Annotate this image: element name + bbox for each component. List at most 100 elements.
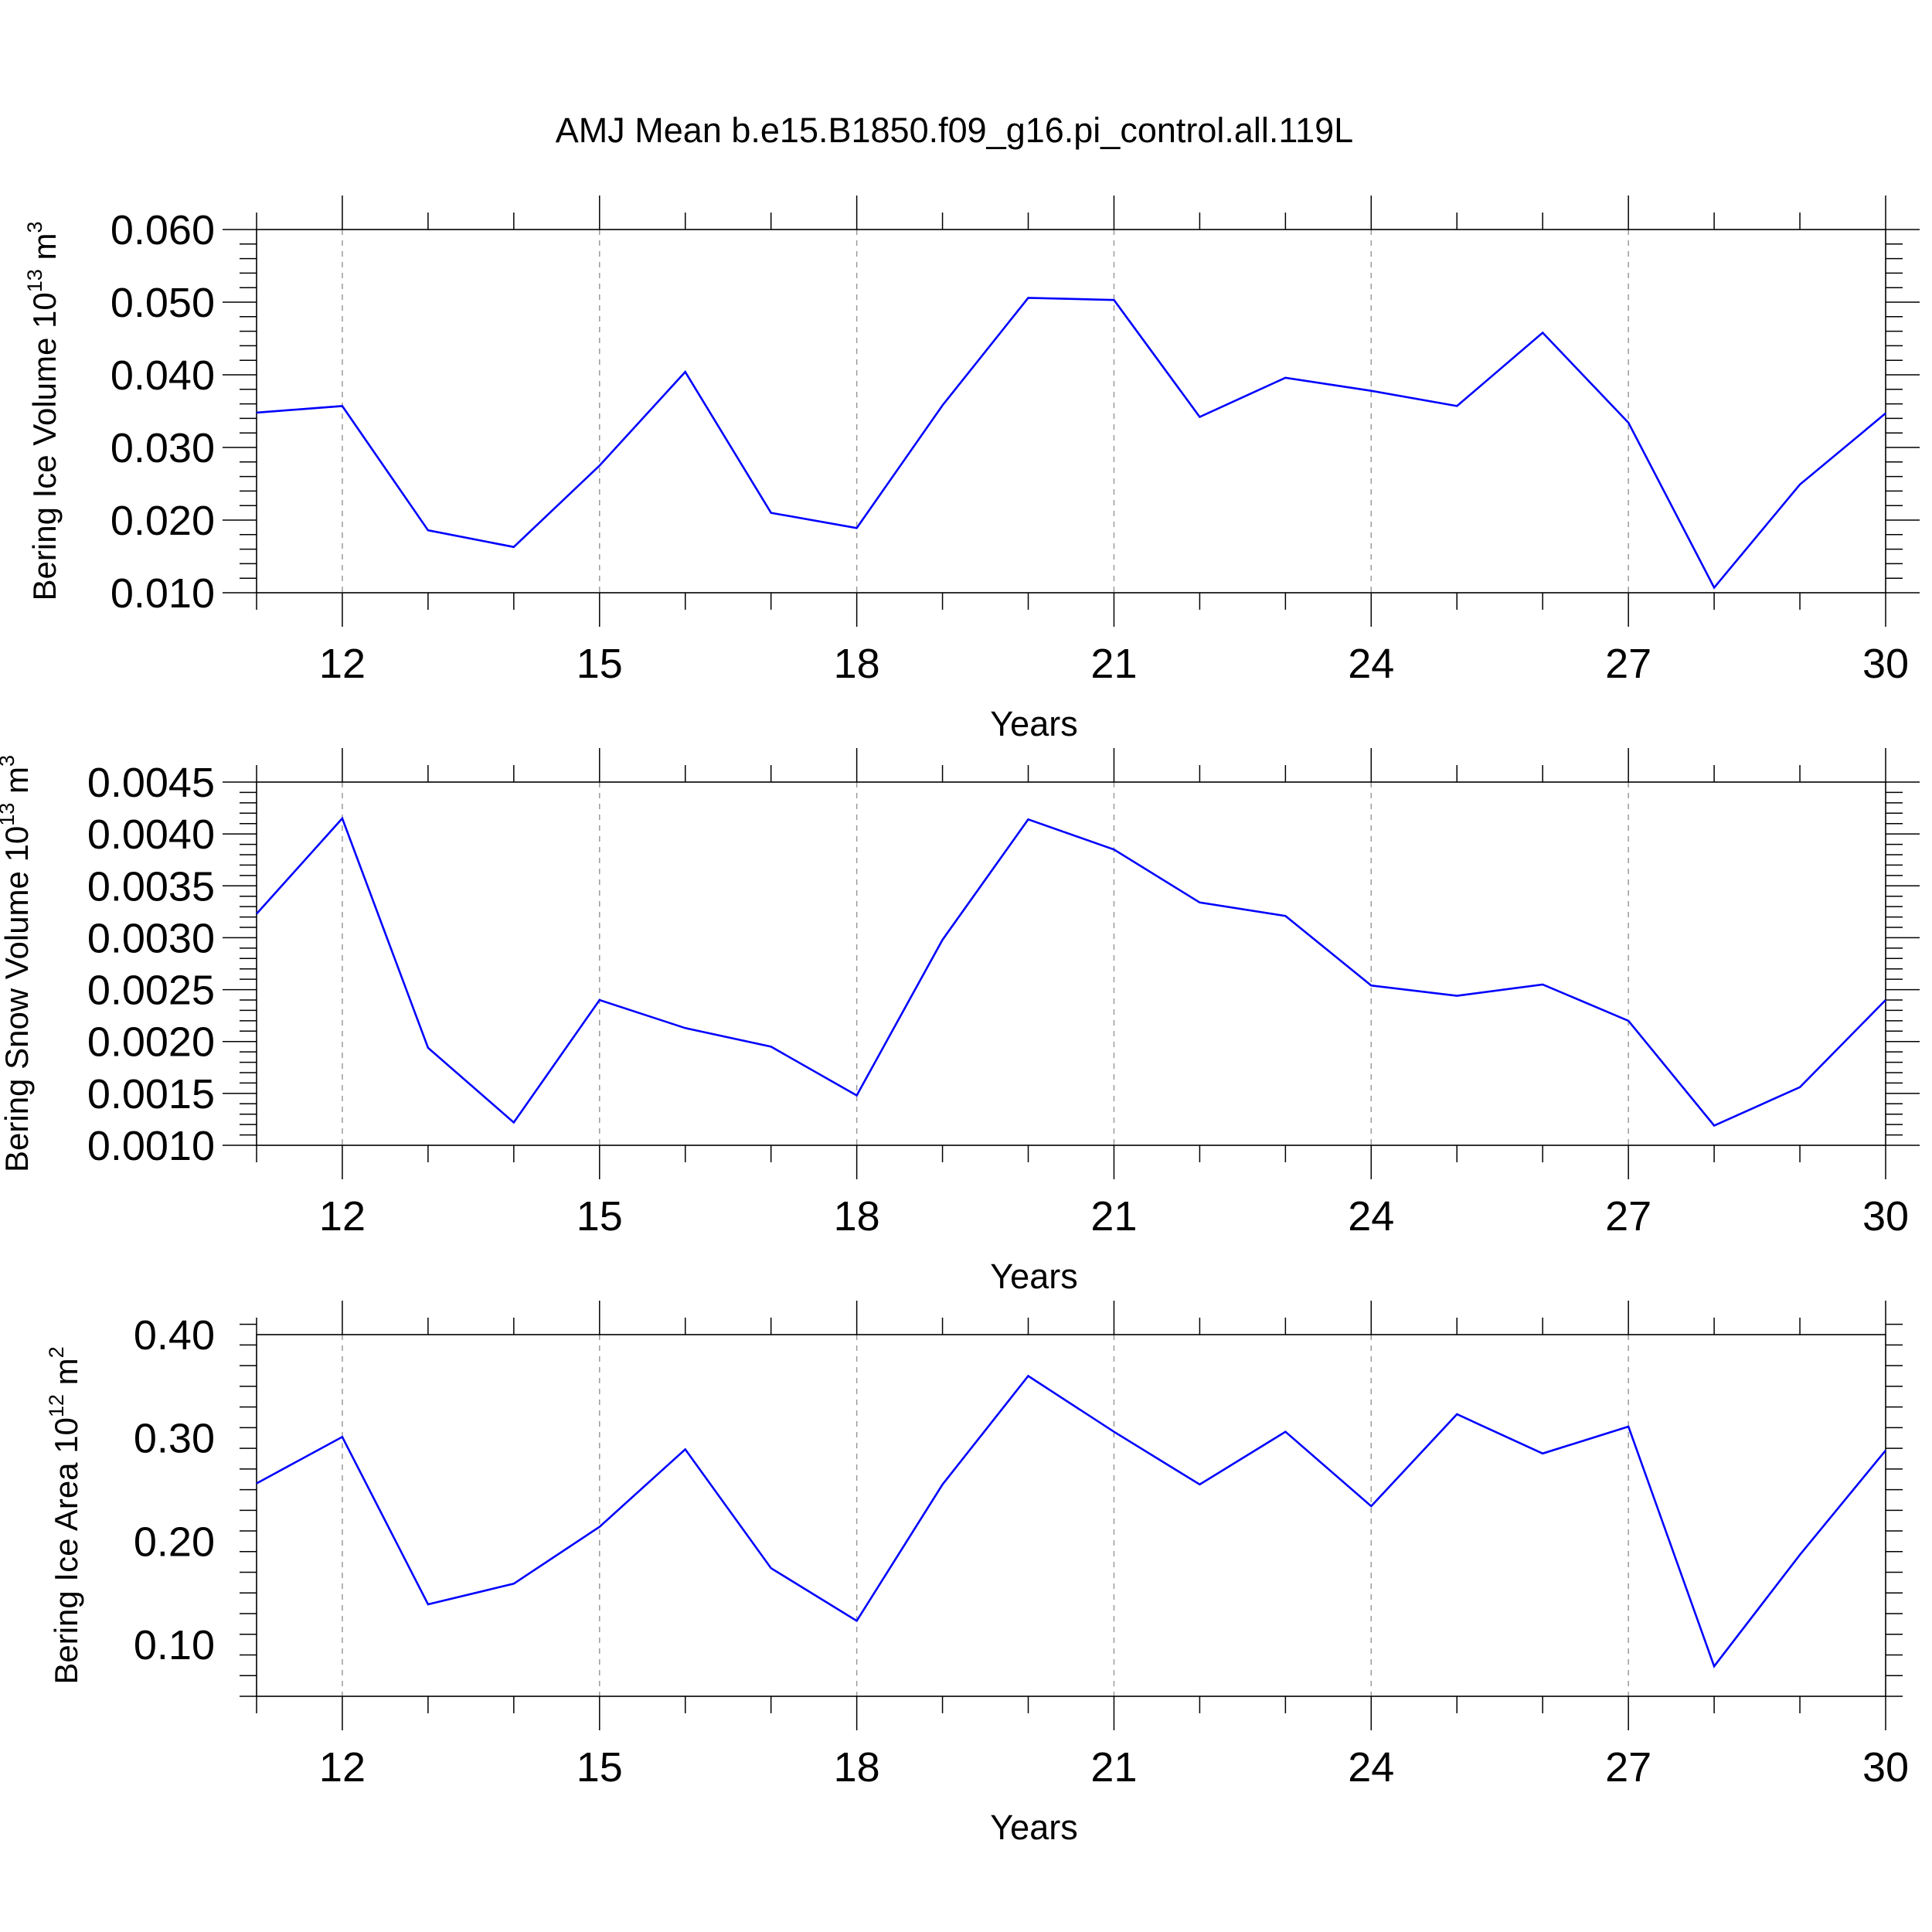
panels: 12 15 18 21 24 27 30 0.010 0.020 0.030 0.040 0.050 0… <box>0 196 1920 1847</box>
data-point <box>1111 847 1116 852</box>
y-tick-label: 0.060 <box>111 207 215 253</box>
data-point <box>597 998 602 1002</box>
data-point <box>1626 1019 1631 1023</box>
y-tick-label: 0.0010 <box>87 1123 215 1169</box>
data-point <box>940 403 945 407</box>
data-point <box>1197 900 1202 905</box>
data-point <box>340 403 345 408</box>
y-tick-label: 0.020 <box>111 498 215 544</box>
y-tick-label: 0.0020 <box>87 1019 215 1066</box>
data-point <box>1369 1504 1373 1509</box>
data-point <box>1798 1085 1802 1090</box>
data-point <box>254 912 259 917</box>
y-tick-label: 0.040 <box>111 352 215 399</box>
x-tick-label: 18 <box>834 641 880 687</box>
data-point <box>1540 982 1545 987</box>
chart-panel-2: 12 15 18 21 24 27 30 0.0010 0.0015 0.0020 0.0025 0.… <box>0 748 1920 1296</box>
x-tick-label: 15 <box>577 1193 623 1240</box>
data-point <box>1283 1430 1287 1434</box>
data-point <box>254 1481 259 1486</box>
x-tick-label: 21 <box>1090 1193 1137 1240</box>
data-point <box>1540 1451 1545 1456</box>
plot-frame <box>256 1334 1886 1697</box>
chart-panel-1: 12 15 18 21 24 27 30 0.010 0.020 0.030 0.040 0.050 0… <box>23 196 1920 743</box>
x-tick-label: 30 <box>1862 1744 1909 1791</box>
data-point <box>1454 1412 1459 1417</box>
data-point <box>1712 585 1716 590</box>
x-tick-label: 18 <box>834 1193 880 1240</box>
data-point <box>769 511 774 515</box>
data-point <box>1798 482 1802 487</box>
series-line <box>256 297 1886 590</box>
data-point <box>426 528 430 532</box>
data-point <box>512 1581 516 1586</box>
data-point <box>1026 817 1031 821</box>
data-point <box>855 526 859 530</box>
x-tick-label: 12 <box>319 1744 366 1791</box>
x-tick-label: 24 <box>1348 1193 1394 1240</box>
y-axis-label: Bering Ice Volume 1013 m3 <box>23 222 63 601</box>
plot-frame <box>256 229 1886 594</box>
y-tick-label: 0.0025 <box>87 968 215 1014</box>
data-point <box>1626 420 1631 425</box>
data-point <box>683 1447 688 1451</box>
data-point <box>1026 1373 1031 1378</box>
x-tick-label: 15 <box>577 1744 623 1791</box>
data-point <box>1283 913 1287 918</box>
data-point <box>1883 998 1888 1002</box>
data-point <box>1369 983 1373 988</box>
data-point <box>512 545 516 549</box>
series-line <box>256 1374 1887 1668</box>
x-tick-label: 30 <box>1862 1193 1909 1240</box>
y-tick-label: 0.20 <box>134 1519 215 1565</box>
x-tick-label: 27 <box>1605 1744 1651 1791</box>
data-point <box>1111 1430 1116 1434</box>
y-tick-label: 0.0045 <box>87 760 215 806</box>
data-point <box>254 410 259 415</box>
data-point <box>1283 376 1287 380</box>
data-point <box>1712 1123 1716 1128</box>
y-tick-label: 0.0040 <box>87 811 215 858</box>
x-tick-label: 12 <box>319 1193 366 1240</box>
data-point <box>1798 1553 1802 1557</box>
data-point <box>1883 1448 1888 1453</box>
x-tick-label: 30 <box>1862 641 1909 687</box>
x-axis-label: Years <box>990 1257 1077 1296</box>
data-point <box>340 1434 345 1439</box>
data-point <box>1540 330 1545 335</box>
x-axis-label: Years <box>990 1808 1077 1847</box>
data-point <box>1026 295 1031 300</box>
chart-panel-3: 12 15 18 21 24 27 30 0.10 0.20 0.30 0.40 Years Berin… <box>45 1301 1909 1847</box>
data-point <box>426 1602 430 1607</box>
x-tick-label: 21 <box>1090 641 1137 687</box>
y-axis-label: Bering Ice Area 1012 m2 <box>45 1346 84 1684</box>
data-point <box>1454 994 1459 998</box>
y-axis-label: Bering Snow Volume 1013 m3 <box>0 755 35 1172</box>
data-point <box>940 1482 945 1487</box>
y-tick-label: 0.0035 <box>87 863 215 910</box>
x-tick-label: 24 <box>1348 641 1394 687</box>
x-tick-label: 18 <box>834 1744 880 1791</box>
data-point <box>769 1044 774 1049</box>
y-tick-label: 0.30 <box>134 1416 215 1462</box>
y-tick-label: 0.10 <box>134 1622 215 1668</box>
y-tick-label: 0.030 <box>111 425 215 471</box>
data-point <box>1712 1664 1716 1668</box>
figure-title: AMJ Mean b.e15.B1850.f09_g16.pi_control.… <box>556 111 1353 150</box>
x-tick-label: 12 <box>319 641 366 687</box>
x-axis-label: Years <box>990 704 1077 743</box>
data-point <box>1454 403 1459 408</box>
data-point <box>1111 298 1116 302</box>
data-point <box>512 1120 516 1124</box>
y-tick-label: 0.0030 <box>87 915 215 961</box>
data-point <box>769 1566 774 1570</box>
y-tick-label: 0.40 <box>134 1312 215 1359</box>
x-tick-label: 27 <box>1605 641 1651 687</box>
data-point <box>855 1618 859 1623</box>
x-tick-label: 24 <box>1348 1744 1394 1791</box>
data-point <box>426 1046 430 1050</box>
x-tick-label: 21 <box>1090 1744 1137 1791</box>
data-point <box>1197 1482 1202 1487</box>
y-tick-label: 0.050 <box>111 280 215 326</box>
